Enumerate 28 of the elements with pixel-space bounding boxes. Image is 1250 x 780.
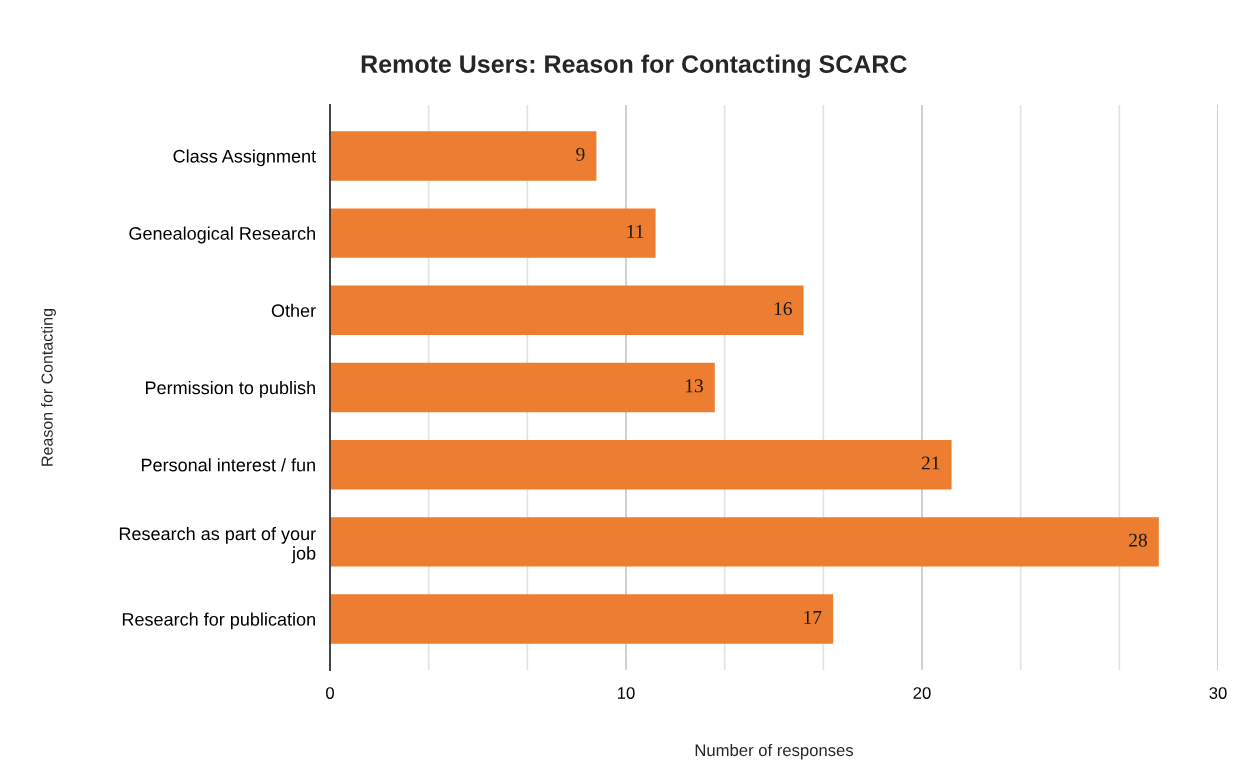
x-axis-title: Number of responses (695, 743, 854, 760)
chart-title: Remote Users: Reason for Contacting SCARC (361, 54, 907, 79)
data-label: 21 (921, 456, 940, 470)
y-tick-label: Class Assignment (173, 149, 316, 167)
x-tick-label: 0 (326, 687, 334, 699)
data-label: 16 (774, 302, 792, 316)
y-axis-title: Reason for Contacting (41, 309, 56, 466)
bar (330, 285, 804, 336)
data-label: 17 (804, 610, 822, 624)
y-tick-label: Personal interest / fun (141, 458, 315, 472)
y-tick-label: Research as part of your job (119, 526, 316, 564)
bar (330, 594, 834, 644)
bar (330, 208, 656, 258)
x-tick-label: 10 (618, 687, 635, 699)
data-label: 28 (1129, 533, 1147, 547)
x-tick-label: 20 (913, 687, 931, 699)
y-tick-label: Other (271, 303, 316, 318)
bar (330, 439, 952, 490)
data-label: 9 (576, 147, 585, 161)
x-tick-label: 30 (1209, 687, 1227, 699)
y-tick-label: Permission to publish (145, 380, 315, 398)
bar (330, 131, 597, 181)
bar (330, 517, 1159, 567)
data-label: 11 (627, 224, 644, 238)
data-label: 13 (685, 379, 703, 393)
y-tick-label: Genealogical Research (129, 226, 315, 244)
bar (330, 362, 715, 413)
y-tick-label: Research for publication (122, 612, 315, 630)
